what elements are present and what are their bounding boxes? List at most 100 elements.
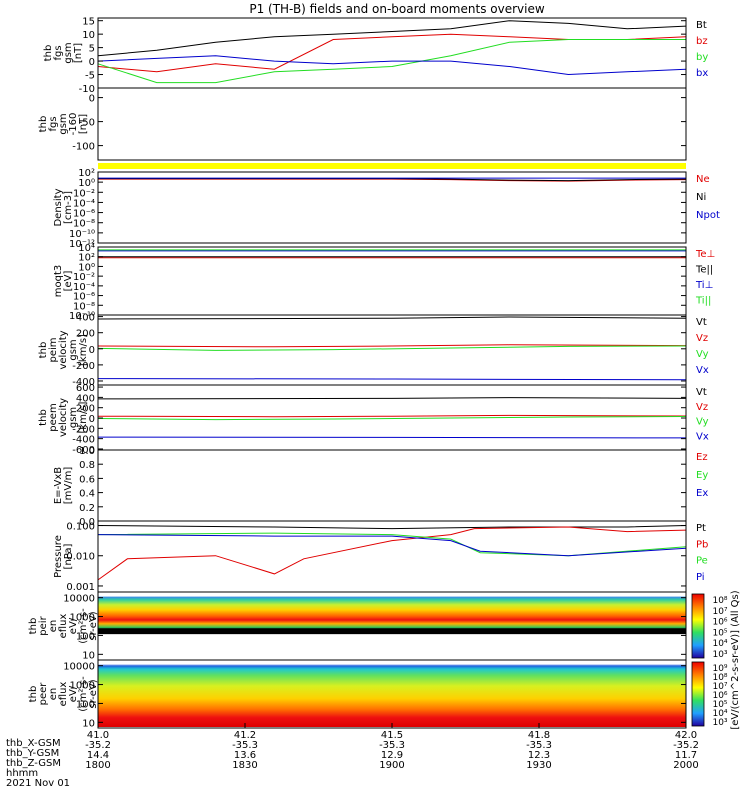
panel-5-series [97, 316, 687, 381]
ytick-label: 10⁻⁸ [73, 219, 95, 230]
panel-7: 1.0 0.8 0.6 0.4 0.2 0.0 E=-VxB [mV/m] Ez Ey Ex [53, 446, 708, 528]
ytick-label: 10 [82, 30, 95, 41]
xtick-label: -35.3 [379, 740, 405, 751]
ytick-label: 0.010 [66, 552, 95, 563]
panel-6-legend: Vt Vz Vy Vx [696, 387, 709, 442]
panel-frame [97, 171, 687, 244]
ytick-label: 0.6 [79, 474, 95, 485]
xaxis-row-label: thb_X-GSM [6, 738, 61, 749]
ytick-label: 0.8 [79, 460, 95, 471]
ytick-label: 1.0 [79, 446, 95, 457]
ylabel-line: velocity [58, 398, 69, 437]
xtick-label: 41.0 [87, 730, 109, 741]
ytick-label: 400 [76, 313, 95, 324]
ylabel-line: peir [38, 615, 49, 635]
legend-Pb: Pb [696, 539, 708, 550]
xtick-label: 12.9 [381, 750, 403, 761]
panel-9-ylabel: thb peir en eflux eV/(cm²-s-sr-eV) [28, 608, 99, 644]
panel-8-yticks: 0.100 0.010 0.001 [66, 522, 686, 593]
legend-bx: bx [696, 68, 708, 79]
panel-4-legend: Te⊥ Te|| Ti⊥ Ti|| [695, 249, 715, 307]
ytick-label: 0 [89, 57, 95, 68]
panel-6-ylabel: thb peem velocity gsm [km/s] [38, 398, 89, 437]
ytick-label: 600 [76, 383, 95, 394]
xaxis-row-label: hhmm [6, 768, 38, 779]
series-Vx [97, 378, 687, 381]
ytick-label: 10⁻² [73, 272, 95, 283]
ylabel-line: moqt3 [53, 265, 64, 298]
colorbar-tick: 10⁸ [712, 596, 727, 606]
ytick-label: 0.001 [66, 582, 95, 593]
colorbar-tick: 10³ [712, 718, 727, 728]
ylabel-line: [mV/m] [63, 467, 74, 505]
ylabel-line: thb [38, 116, 49, 133]
colorbar-tick: 10³ [712, 650, 727, 660]
series-Vz [97, 344, 687, 348]
xtick-label: 41.8 [528, 730, 550, 741]
xtick-label: 1930 [526, 760, 551, 771]
series-bx [97, 55, 687, 76]
colorbar-tick: 10⁴ [712, 639, 727, 649]
legend-Ti⊥: Ti⊥ [695, 280, 713, 291]
legend-Ez: Ez [696, 452, 708, 463]
legend-Vz: Vz [696, 402, 708, 413]
legend-Vx: Vx [696, 365, 709, 376]
panel-1-series [97, 20, 687, 84]
panel-5-ylabel: thb peim velocity gsm [km/s] [38, 330, 89, 369]
panel-2: 0 -50 -100 thb fgs gsm -160 [nT] [38, 87, 687, 161]
xtick-label: 12.3 [528, 750, 550, 761]
ylabel-line: peer [38, 682, 49, 706]
ylabel-line: [nT] [78, 114, 89, 134]
xaxis-row-label: thb_Z-GSM [6, 758, 61, 769]
legend-bz: bz [696, 36, 708, 47]
ytick-label: 0.0 [79, 517, 95, 528]
legend-Vt: Vt [696, 387, 707, 398]
legend-Npot: Npot [696, 210, 720, 221]
ytick-label: -50 [79, 118, 95, 129]
ylabel-line: eflux [58, 682, 69, 707]
ytick-label: 400 [76, 393, 95, 404]
ytick-label: -400 [72, 377, 95, 388]
panel-5: 400 200 0 -200 -400 thb peim velocity gsm [km/s] V… [38, 313, 709, 388]
legend-Vx: Vx [696, 431, 709, 442]
colorbar-tick: 10⁶ [712, 691, 727, 701]
series-Pb [97, 526, 687, 581]
ytick-label: -5 [85, 71, 95, 82]
xtick-label: 1800 [85, 760, 110, 771]
ytick-label: 10⁻⁴ [73, 282, 95, 293]
series-Pt [97, 525, 687, 530]
ylabel-line: [eV] [63, 271, 74, 292]
legend-Vy: Vy [696, 417, 709, 428]
panel-1-ylabel: thb fgs gsm [nT] [43, 42, 84, 63]
ylabel-line: gsm [68, 407, 79, 428]
ylabel-line: (cm²-s- [78, 676, 89, 712]
ytick-label: 100 [76, 699, 95, 710]
ylabel-line: fgs [48, 116, 59, 131]
legend-Ni: Ni [696, 192, 706, 203]
ytick-label: 10² [78, 253, 95, 264]
xtick-label: 41.5 [381, 730, 403, 741]
ylabel-line: thb [43, 45, 54, 62]
ytick-label: 10⁻¹² [69, 239, 95, 250]
figure-title: P1 (TH-B) fields and on-board moments ov… [249, 2, 545, 16]
colorbar-tick: 10⁵ [712, 628, 727, 638]
ytick-label: 10⁻⁸ [73, 301, 95, 312]
ytick-label: 10⁻⁶ [73, 292, 95, 303]
ytick-label: 0 [89, 414, 95, 425]
xtick-label: 14.4 [87, 750, 109, 761]
ylabel-line: thb [28, 618, 39, 635]
yellow-band [98, 163, 686, 169]
ytick-label: 0 [89, 345, 95, 356]
xtick-label: 1900 [379, 760, 404, 771]
ytick-label: 0.4 [79, 489, 95, 500]
legend-Te⊥: Te⊥ [695, 249, 715, 260]
ytick-label: -10 [79, 84, 95, 95]
ylabel-line: thb [38, 342, 49, 359]
